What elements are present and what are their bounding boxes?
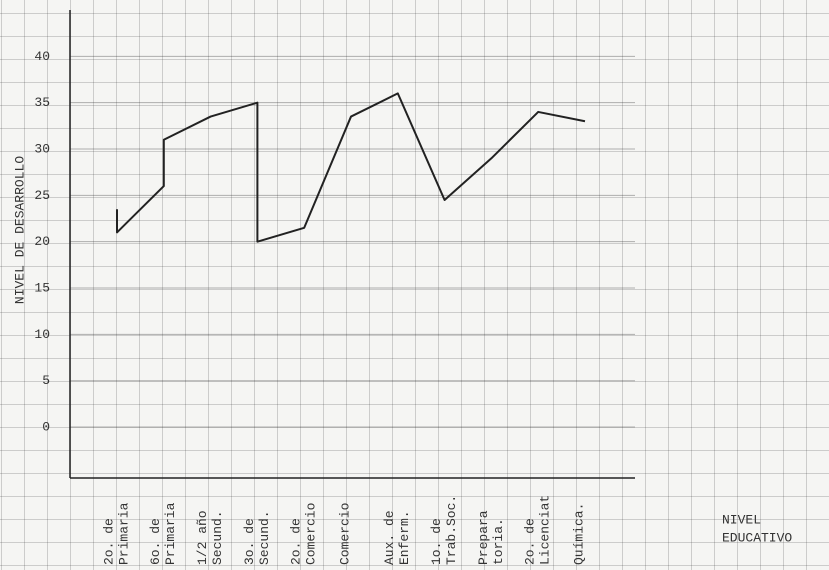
x-tick-label: Química. [571, 503, 586, 565]
x-tick-label: 2o. de [523, 518, 538, 565]
x-axis-title: NIVEL [722, 512, 761, 527]
x-tick-label: Primaria [116, 502, 131, 565]
x-tick-label: 1/2 año [195, 510, 210, 565]
y-tick-label: 30 [34, 141, 50, 156]
x-tick-label: Trab.Soc. [444, 495, 459, 565]
data-line [116, 92, 586, 243]
x-axis-title: EDUCATIVO [722, 530, 792, 545]
x-tick-label: 2o. de [289, 518, 304, 565]
y-tick-label: 35 [34, 95, 50, 110]
y-tick-label: 40 [34, 49, 50, 64]
x-tick-label: Aux. de [382, 510, 397, 565]
x-tick-label: 3o. de [242, 518, 257, 565]
x-tick-label: 2o. de [101, 518, 116, 565]
y-tick-label: 25 [34, 188, 50, 203]
x-tick-label: Secund. [210, 510, 225, 565]
x-tick-label: toria. [491, 518, 506, 565]
x-tick-label: Secund. [257, 510, 272, 565]
y-axis-title: NIVEL DE DESARROLLO [12, 156, 27, 304]
x-tick-label: Prepara [476, 510, 491, 565]
x-tick-label: 6o. de [148, 518, 163, 565]
x-tick-label: Enferm. [397, 510, 412, 565]
y-tick-label: 15 [34, 280, 50, 295]
x-tick-label: Primaria [163, 502, 178, 565]
x-tick-label: Comercio [337, 503, 352, 565]
x-tick-label: 1o. de [429, 518, 444, 565]
x-tick-label: Comercio [304, 503, 319, 565]
y-tick-label: 20 [34, 234, 50, 249]
x-tick-label: Licenciat [538, 495, 553, 565]
y-tick-label: 10 [34, 327, 50, 342]
y-tick-label: 5 [42, 373, 50, 388]
y-tick-label: 0 [42, 419, 50, 434]
